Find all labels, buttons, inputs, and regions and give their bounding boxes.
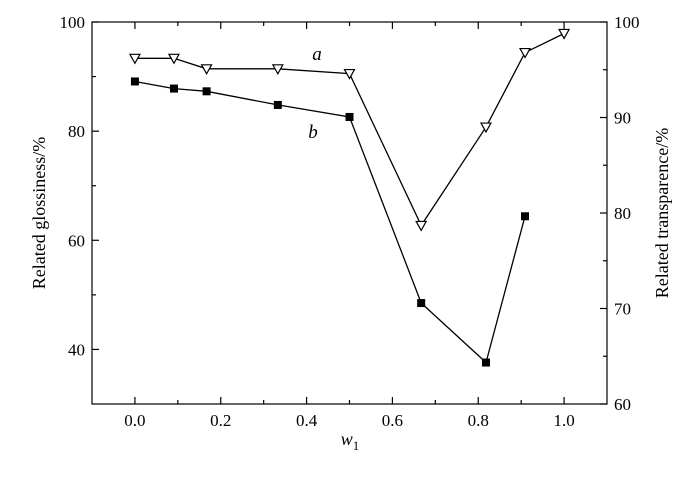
data-point-b — [130, 77, 139, 86]
data-point-b — [481, 358, 490, 367]
data-point-a — [343, 68, 356, 80]
y-tick-label-left: 80 — [68, 122, 85, 141]
y-tick-label-right: 90 — [614, 109, 631, 128]
data-point-b — [417, 299, 426, 308]
y-tick-label-left: 60 — [68, 231, 85, 250]
data-point-b — [273, 100, 282, 109]
data-point-a — [271, 64, 284, 76]
series-lines — [134, 32, 565, 364]
x-tick-label: 1.0 — [553, 411, 574, 430]
y-axis-title-left: Related glossiness/% — [29, 137, 49, 289]
x-tick-label: 0.8 — [468, 411, 489, 430]
y-tick-label-left: 40 — [68, 340, 85, 359]
y-tick-label-right: 80 — [614, 204, 631, 223]
series-label-a: a — [312, 44, 322, 65]
data-point-a — [558, 28, 571, 40]
data-point-a — [167, 53, 180, 65]
series-markers — [128, 28, 571, 367]
x-axis-title-subscript: 1 — [353, 438, 360, 453]
x-tick-label: 0.6 — [382, 411, 403, 430]
x-tick-label: 0.2 — [210, 411, 231, 430]
x-tick-label: 0.0 — [124, 411, 145, 430]
data-point-b — [345, 112, 354, 121]
y-tick-label-left: 100 — [60, 13, 86, 32]
y-tick-label-right: 60 — [614, 395, 631, 414]
series-label-b: b — [308, 122, 318, 143]
ticks — [92, 21, 607, 405]
data-point-b — [521, 212, 530, 221]
x-axis-title: w1 — [341, 429, 360, 453]
data-point-a — [200, 64, 213, 76]
y-tick-label-right: 70 — [614, 300, 631, 319]
data-point-a — [128, 53, 141, 65]
x-tick-label: 0.4 — [296, 411, 318, 430]
data-point-a — [519, 47, 532, 59]
data-point-a — [415, 220, 428, 232]
tick-labels: 0.0 0.2 0.4 0.6 0.8 1.0 40 60 80 100 60 70 80 90 100 — [60, 13, 640, 430]
y-axis-title-right: Related transparence/% — [652, 128, 672, 298]
data-point-b — [202, 87, 211, 96]
y-tick-label-right: 100 — [614, 13, 640, 32]
data-point-b — [169, 84, 178, 93]
data-point-a — [479, 122, 492, 134]
series-line-a — [134, 32, 565, 227]
series-line-b — [134, 80, 526, 364]
